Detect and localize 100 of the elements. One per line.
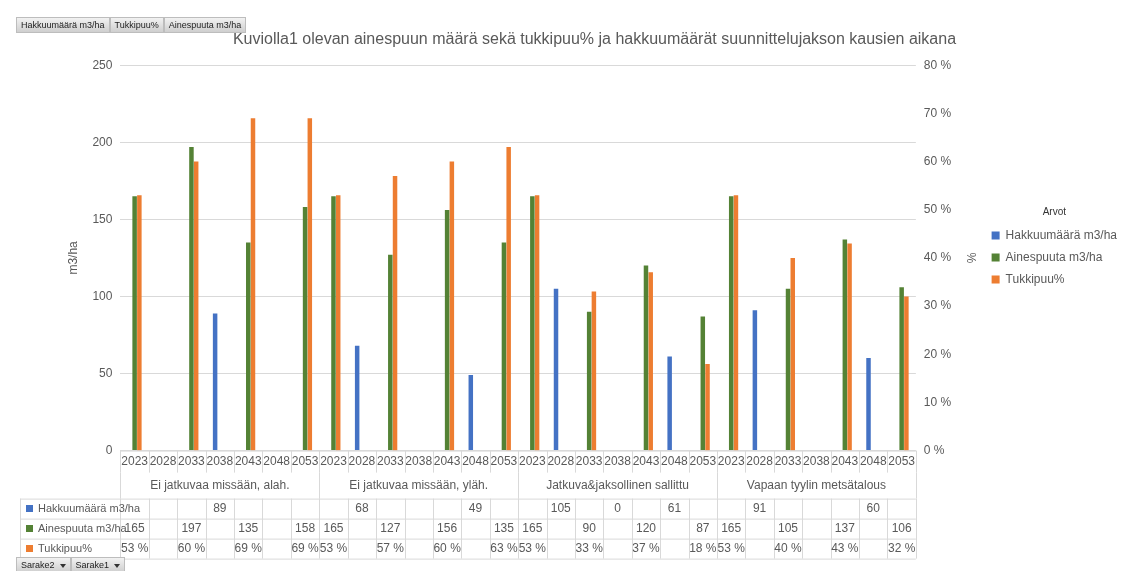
x-tick-label: 2053 — [888, 454, 916, 469]
legend-label: Hakkuumäärä m3/ha — [38, 501, 141, 514]
data-label: 197 — [181, 520, 202, 535]
x-tick-label: 2033 — [178, 454, 206, 469]
x-tick-label: 2028 — [746, 454, 774, 469]
data-label: 49 — [468, 500, 483, 515]
text: Sarake1 — [70, 557, 126, 571]
data-label: 60 — [866, 500, 881, 515]
x-tick-label: 2033 — [376, 454, 404, 469]
y2-tick-label: 80 % — [923, 57, 952, 72]
x-tick-label: 2038 — [405, 454, 433, 469]
data-label: 137 — [834, 520, 856, 535]
data-label: 0 — [614, 500, 622, 515]
data-label: 165 — [522, 520, 543, 535]
data-label: 53 % — [120, 540, 149, 555]
data-label: 106 — [891, 520, 912, 535]
y2-tick-label: 50 % — [923, 202, 952, 217]
data-label: 32 % — [887, 540, 916, 555]
data-label: 90 — [582, 520, 597, 535]
x-tick-label: 2038 — [604, 454, 632, 469]
data-label: 53 % — [319, 540, 348, 555]
data-label: 89 — [213, 500, 227, 515]
x-tick-label: 2043 — [632, 454, 660, 469]
data-label: 37 % — [632, 540, 660, 555]
text: Hakkuumäärä m3/ha — [16, 17, 110, 33]
x-tick-label: 2028 — [348, 454, 376, 469]
data-label: 68 — [355, 500, 369, 515]
bar — [866, 358, 871, 451]
data-label: 60 % — [433, 540, 462, 555]
data-label: 53 % — [518, 540, 547, 555]
data-label: 165 — [124, 520, 145, 535]
x-tick-label: 2038 — [803, 454, 831, 469]
text: Hakkuumäärä m3/ha — [1005, 227, 1117, 242]
text: Vapaan tyylin metsätalous — [746, 477, 887, 492]
x-tick-label: 2043 — [433, 454, 461, 469]
data-label: 127 — [380, 520, 401, 535]
x-tick-label: 2048 — [462, 454, 490, 469]
data-label: 69 % — [234, 540, 263, 555]
x-tick-label: 2023 — [518, 454, 547, 469]
x-tick-label: 2053 — [689, 454, 717, 469]
text: Jatkuva&jaksollinen sallittu — [546, 477, 689, 492]
y-tick-label: 200 — [92, 134, 113, 149]
y2-tick-label: 10 % — [923, 394, 952, 409]
data-label: 40 % — [774, 540, 803, 555]
y-tick-label: 150 — [92, 211, 113, 226]
x-tick-label: 2023 — [320, 454, 348, 469]
y-tick-label: 50 — [99, 365, 113, 380]
x-tick-label: 2053 — [291, 454, 319, 469]
data-label: 105 — [550, 500, 572, 515]
text: Ei jatkuvaa missään, yläh. — [349, 477, 489, 492]
y2-tick-label: 20 % — [923, 346, 952, 361]
y-tick-label: 0 — [105, 442, 113, 457]
y2-tick-label: 70 % — [923, 105, 952, 120]
text: Tukkipuu% — [38, 541, 93, 554]
x-tick-label: 2033 — [575, 454, 603, 469]
x-tick-label: 2028 — [547, 454, 575, 469]
data-label: 87 — [696, 520, 710, 535]
data-label: 53 % — [717, 540, 746, 555]
data-label: 57 % — [376, 540, 405, 555]
data-label: 18 % — [689, 540, 717, 555]
data-label: 135 — [493, 520, 515, 535]
data-label: 63 % — [490, 540, 518, 555]
x-tick-label: 2023 — [717, 454, 745, 469]
x-tick-label: 2033 — [774, 454, 802, 469]
x-tick-label: 2038 — [206, 454, 234, 469]
data-label: 165 — [721, 520, 742, 535]
x-tick-label: 2043 — [831, 454, 859, 469]
y2-tick-label: 40 % — [923, 250, 952, 265]
legend-label: Tukkipuu% — [1005, 271, 1065, 286]
y-axis-title: m3/ha — [65, 240, 80, 275]
data-label: 61 — [667, 500, 682, 515]
x-tick-label: 2043 — [234, 454, 262, 469]
y2-tick-label: 0 % — [923, 442, 945, 457]
legend-title: Arvot — [1042, 206, 1067, 218]
y-tick-label: 100 — [92, 288, 113, 303]
text: Ei jatkuvaa missään, alah. — [150, 477, 290, 492]
y2-axis-title: % — [964, 252, 979, 264]
x-tick-label: 2048 — [263, 454, 291, 469]
data-label: 60 % — [177, 540, 206, 555]
y-tick-label: 250 — [92, 57, 113, 72]
y2-tick-label: 30 % — [923, 298, 952, 313]
data-label: 156 — [437, 520, 458, 535]
data-label: 69 % — [291, 540, 320, 555]
data-label: 135 — [238, 520, 259, 535]
text: Tukkipuu% — [109, 17, 164, 33]
y2-tick-label: 60 % — [923, 153, 952, 168]
x-tick-label: 2023 — [121, 454, 149, 469]
text: Ainespuuta m3/ha — [1005, 249, 1103, 264]
chart-title: Kuviolla1 olevan ainespuun määrä sekä tukkipuu% ja hakkuumäärät suunnittelujakson kausien aikana — [232, 30, 957, 48]
bar — [667, 356, 672, 451]
text: Ainespuuta m3/ha — [168, 20, 242, 30]
text: Sarake2 — [16, 557, 71, 571]
data-label: 165 — [323, 520, 344, 535]
x-tick-label: 2048 — [661, 454, 689, 469]
data-label: 120 — [635, 520, 657, 535]
data-label: 158 — [295, 520, 316, 535]
x-tick-label: 2028 — [149, 454, 177, 469]
data-label: 43 % — [831, 540, 859, 555]
x-tick-label: 2053 — [490, 454, 518, 469]
data-label: 33 % — [575, 540, 604, 555]
